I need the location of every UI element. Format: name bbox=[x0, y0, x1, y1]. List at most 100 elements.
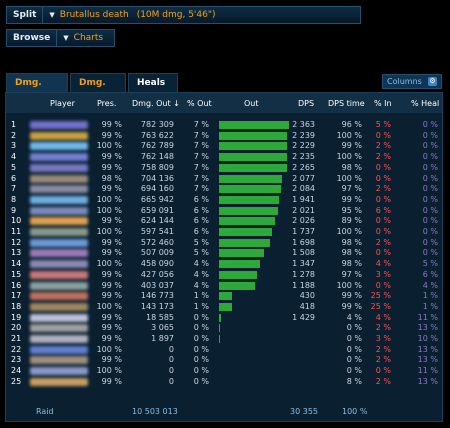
table-row[interactable]: 8 100 % 665 942 6 % 1 941 99 % 0 % 0 % bbox=[6, 195, 442, 205]
pct-in-cell: 2 % bbox=[375, 355, 391, 365]
pct-heal-cell: 13 % bbox=[417, 376, 438, 386]
player-name-blurred bbox=[30, 195, 88, 204]
table-row[interactable]: 7 99 % 694 160 7 % 2 084 97 % 2 % 0 % bbox=[6, 184, 442, 194]
player-name-blurred bbox=[30, 335, 88, 343]
rank-cell: 14 bbox=[11, 259, 22, 269]
pct-heal-cell: 13 % bbox=[417, 344, 438, 354]
table-row[interactable]: 11 100 % 597 541 6 % 1 737 100 % 0 % 0 % bbox=[6, 227, 442, 237]
rank-cell: 20 bbox=[11, 323, 22, 333]
player-name-blurred bbox=[30, 131, 88, 140]
table-row[interactable]: 9 100 % 659 091 6 % 2 021 95 % 6 % 0 % bbox=[6, 206, 442, 216]
table-row[interactable]: 4 99 % 762 148 7 % 2 235 100 % 2 % 0 % bbox=[6, 152, 442, 162]
presence-cell: 100 % bbox=[96, 366, 122, 376]
pct-out-cell: 6 % bbox=[193, 205, 209, 215]
pct-heal-cell: 1 % bbox=[422, 291, 438, 301]
damage-bar bbox=[219, 131, 288, 140]
dps-time-cell: 99 % bbox=[341, 291, 362, 301]
presence-cell: 99 % bbox=[101, 130, 122, 140]
table-row[interactable]: 23 99 % 0 0 % 0 % 2 % 13 % bbox=[6, 355, 442, 365]
table-row[interactable]: 13 99 % 507 009 5 % 1 508 98 % 0 % 0 % bbox=[6, 248, 442, 258]
pct-out-cell: 0 % bbox=[193, 366, 209, 376]
player-name-blurred bbox=[30, 313, 88, 322]
pct-out-cell: 0 % bbox=[193, 355, 209, 365]
table-row[interactable]: 21 99 % 1 897 0 % 0 % 3 % 10 % bbox=[6, 334, 442, 344]
table-row[interactable]: 19 99 % 18 585 0 % 1 429 4 % 4 % 11 % bbox=[6, 313, 442, 323]
columns-button[interactable]: Columns ⚙ bbox=[382, 74, 442, 89]
split-button[interactable]: Split ▼ Brutallus death (10M dmg, 5'46") bbox=[6, 6, 361, 24]
col-player[interactable]: Player bbox=[50, 99, 75, 108]
footer-dps-time: 100 % bbox=[342, 407, 368, 416]
table-header: Player Pres. Dmg. Out ↓ % Out Out DPS DP… bbox=[6, 93, 442, 113]
rank-cell: 8 bbox=[11, 194, 17, 204]
dps-time-cell: 100 % bbox=[336, 130, 362, 140]
table-row[interactable]: 15 99 % 427 056 4 % 1 278 97 % 3 % 6 % bbox=[6, 270, 442, 280]
table-row[interactable]: 17 99 % 146 773 1 % 430 99 % 25 % 1 % bbox=[6, 291, 442, 301]
table-row[interactable]: 20 99 % 3 065 0 % 0 % 2 % 13 % bbox=[6, 323, 442, 333]
pct-heal-cell: 0 % bbox=[422, 237, 438, 247]
dps-time-cell: 100 % bbox=[336, 152, 362, 162]
player-name-blurred bbox=[30, 281, 88, 290]
tab-dmg-in[interactable]: Dmg. In bbox=[70, 73, 126, 107]
browse-label[interactable]: Browse bbox=[13, 33, 51, 43]
dps-time-cell: 0 % bbox=[346, 366, 362, 376]
table-row[interactable]: 5 99 % 758 809 7 % 2 265 98 % 0 % 0 % bbox=[6, 163, 442, 173]
pct-heal-cell: 0 % bbox=[422, 205, 438, 215]
damage-out-cell: 18 585 bbox=[146, 312, 174, 322]
col-dps-time[interactable]: DPS time bbox=[328, 99, 365, 108]
table-row[interactable]: 3 100 % 762 789 7 % 2 229 99 % 2 % 0 % bbox=[6, 141, 442, 151]
table-row[interactable]: 14 100 % 458 090 4 % 1 347 98 % 4 % 5 % bbox=[6, 259, 442, 269]
player-name-blurred bbox=[30, 270, 88, 279]
col-pct-out[interactable]: % Out bbox=[187, 99, 212, 108]
table-row[interactable]: 16 99 % 403 037 4 % 1 188 100 % 0 % 4 % bbox=[6, 281, 442, 291]
col-dps[interactable]: DPS bbox=[298, 99, 315, 108]
dps-cell: 1 188 bbox=[292, 280, 315, 290]
player-name-blurred bbox=[30, 153, 88, 162]
dps-cell: 2 021 bbox=[292, 205, 315, 215]
pct-out-cell: 5 % bbox=[193, 237, 209, 247]
damage-bar bbox=[219, 185, 282, 194]
table-row[interactable]: 22 100 % 0 0 % 0 % 2 % 13 % bbox=[6, 345, 442, 355]
table-row[interactable]: 12 99 % 572 460 5 % 1 698 98 % 2 % 0 % bbox=[6, 238, 442, 248]
rank-cell: 21 bbox=[11, 334, 22, 343]
browse-button[interactable]: Browse ▼ Charts bbox=[6, 29, 115, 47]
pct-out-cell: 7 % bbox=[193, 162, 209, 172]
pct-heal-cell: 0 % bbox=[422, 248, 438, 258]
pct-in-cell: 0 % bbox=[375, 366, 391, 376]
col-pres[interactable]: Pres. bbox=[97, 99, 117, 108]
col-out[interactable]: Out bbox=[244, 99, 259, 108]
pct-in-cell: 4 % bbox=[375, 259, 391, 269]
presence-cell: 99 % bbox=[101, 184, 122, 194]
dps-cell: 418 bbox=[299, 301, 315, 311]
table-row[interactable]: 10 99 % 624 144 6 % 2 026 89 % 0 % 0 % bbox=[6, 216, 442, 226]
player-name-blurred bbox=[30, 292, 88, 301]
tab-dmg-out[interactable]: Dmg. Out bbox=[6, 73, 68, 107]
dps-cell: 2 077 bbox=[292, 173, 315, 183]
player-name-blurred bbox=[30, 249, 88, 258]
table-row[interactable]: 2 99 % 763 622 7 % 2 239 100 % 0 % 0 % bbox=[6, 131, 442, 141]
presence-cell: 100 % bbox=[96, 301, 122, 311]
view-dropdown[interactable]: ▼ Charts bbox=[57, 30, 109, 46]
divider bbox=[42, 7, 44, 23]
table-row[interactable]: 1 99 % 782 309 7 % 2 363 96 % 5 % 0 % bbox=[6, 120, 442, 130]
col-dmg-out[interactable]: Dmg. Out ↓ bbox=[132, 99, 180, 108]
presence-cell: 99 % bbox=[101, 269, 122, 279]
encounter-dropdown[interactable]: ▼ Brutallus death (10M dmg, 5'46") bbox=[43, 7, 221, 23]
tab-heals[interactable]: Heals bbox=[128, 73, 178, 92]
player-name-blurred bbox=[30, 356, 88, 365]
table-row[interactable]: 6 98 % 704 136 7 % 2 077 100 % 0 % 0 % bbox=[6, 174, 442, 184]
table-row[interactable]: 24 100 % 0 0 % 0 % 0 % 11 % bbox=[6, 366, 442, 376]
damage-out-cell: 762 789 bbox=[140, 141, 174, 151]
dps-time-cell: 0 % bbox=[346, 344, 362, 354]
dps-cell: 2 363 bbox=[292, 120, 315, 129]
damage-bar bbox=[219, 302, 232, 311]
table-row[interactable]: 18 100 % 143 173 1 % 418 99 % 25 % 1 % bbox=[6, 302, 442, 312]
view-name: Charts bbox=[73, 33, 104, 43]
damage-bar bbox=[219, 174, 282, 183]
table-footer: Raid 10 503 013 30 355 100 % bbox=[6, 403, 442, 421]
table-row[interactable]: 25 99 % 0 0 % 8 % 2 % 13 % bbox=[6, 377, 442, 387]
pct-out-cell: 4 % bbox=[193, 259, 209, 269]
col-pct-heal[interactable]: % Heal bbox=[411, 99, 440, 108]
presence-cell: 99 % bbox=[101, 334, 122, 343]
split-label[interactable]: Split bbox=[13, 10, 37, 20]
col-pct-in[interactable]: % In bbox=[374, 99, 392, 108]
